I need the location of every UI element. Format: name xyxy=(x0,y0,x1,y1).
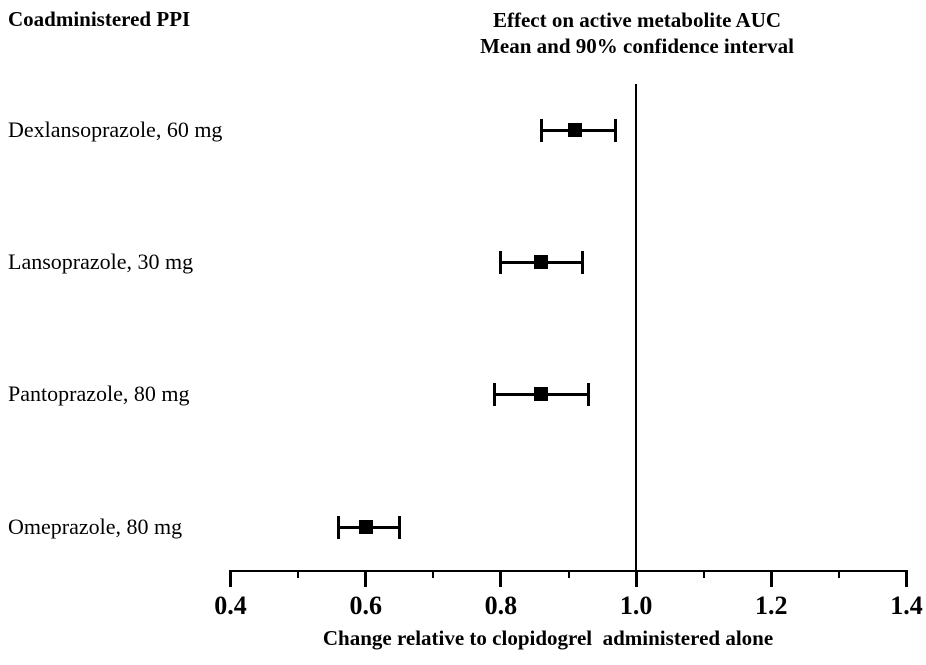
x-axis-major-tick xyxy=(634,570,638,587)
chart-title: Effect on active metabolite AUC Mean and… xyxy=(480,7,794,59)
x-axis-major-tick xyxy=(769,570,773,587)
mean-marker xyxy=(568,123,583,137)
row-label: Dexlansoprazole, 60 mg xyxy=(8,117,223,142)
ci-cap-left xyxy=(492,382,496,406)
x-axis-major-tick xyxy=(905,570,908,587)
ci-cap-left xyxy=(337,515,341,539)
row-label: Omeprazole, 80 mg xyxy=(8,514,183,539)
chart-title-line1: Effect on active metabolite AUC xyxy=(492,8,782,32)
x-axis-minor-tick xyxy=(702,570,705,578)
chart-title-line2: Mean and 90% confidence interval xyxy=(480,34,794,58)
x-axis-tick-label: 1.0 xyxy=(619,591,653,620)
row-label: Pantoprazole, 80 mg xyxy=(8,381,190,406)
x-axis-minor-tick xyxy=(432,570,435,578)
x-axis-minor-tick xyxy=(297,570,300,578)
ci-cap-right xyxy=(614,118,618,142)
row-label: Lansoprazole, 30 mg xyxy=(8,249,194,274)
left-column-header: Coadministered PPI xyxy=(8,7,191,31)
x-axis-tick-label: 0.4 xyxy=(214,591,247,620)
x-axis-major-tick xyxy=(229,570,232,587)
ci-cap-left xyxy=(539,118,543,142)
mean-marker xyxy=(534,255,549,269)
ci-cap-right xyxy=(398,515,401,539)
x-axis-minor-tick xyxy=(837,570,840,578)
ci-cap-right xyxy=(587,382,591,406)
x-axis-minor-tick xyxy=(567,570,570,578)
mean-marker xyxy=(358,520,373,534)
x-axis-major-tick xyxy=(499,570,503,587)
mean-marker xyxy=(534,387,549,401)
x-axis-label: Change relative to clopidogrel administe… xyxy=(322,626,774,650)
ci-cap-left xyxy=(499,250,503,274)
x-axis-tick-label: 0.8 xyxy=(484,591,518,620)
ci-cap-right xyxy=(580,250,584,274)
x-axis-tick-label: 0.6 xyxy=(349,591,382,620)
x-axis-major-tick xyxy=(364,570,368,587)
reference-line xyxy=(635,84,638,572)
x-axis-tick-label: 1.4 xyxy=(890,591,923,620)
x-axis-tick-label: 1.2 xyxy=(755,591,788,620)
